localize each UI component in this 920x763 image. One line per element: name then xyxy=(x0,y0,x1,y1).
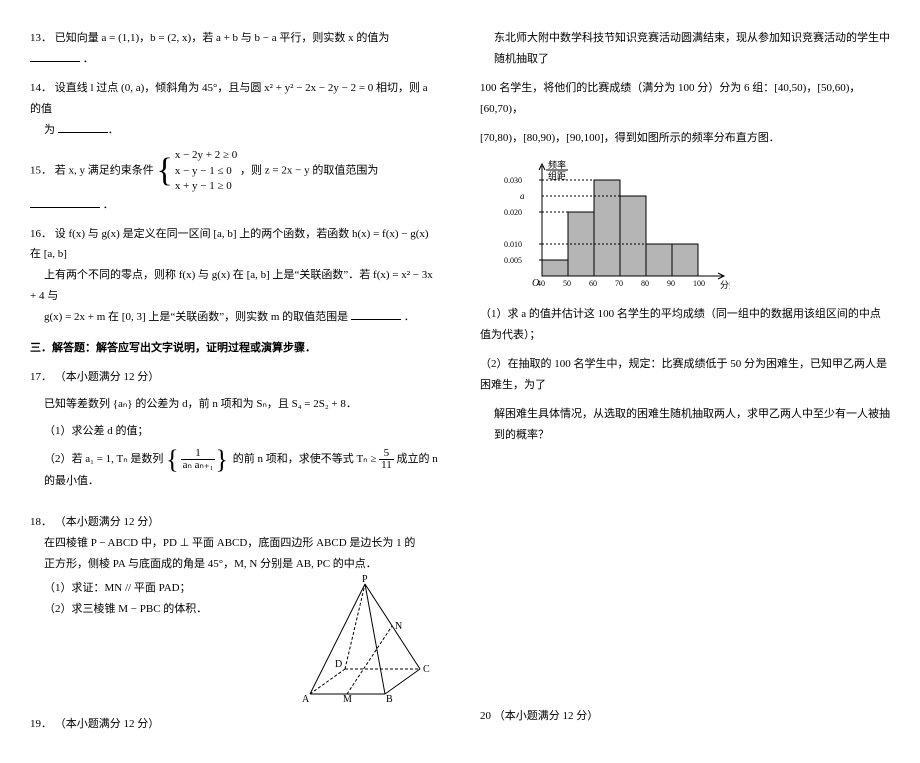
q14: 14． 设直线 l 过点 (0, a)，倾斜角为 45°，且与圆 x² + y²… xyxy=(30,78,440,141)
q19-num: 19． xyxy=(30,718,52,730)
q17: 17． （本小题满分 12 分） 已知等差数列 {aₙ} 的公差为 d，前 n … xyxy=(30,367,440,492)
r-s2: （2）在抽取的 100 名学生中，规定：比赛成绩低于 50 分为困难生，已知甲乙… xyxy=(480,354,890,396)
q17-s1: （1）求公差 d 的值； xyxy=(44,421,440,442)
q17-frac1-top: 1 xyxy=(181,448,216,460)
q18-l1: 在四棱锥 P − ABCD 中，PD ⊥ 平面 ABCD，底面四边形 ABCD … xyxy=(44,533,440,554)
svg-text:100: 100 xyxy=(693,279,705,288)
q17-s2: （2）若 a₁ = 1, Tₙ 是数列 { 1 aₙ aₙ₊₁ } 的前 n 项… xyxy=(44,448,440,492)
histogram: 频率组距分数O4050607080901000.0050.0100.0200.0… xyxy=(500,156,890,296)
q19: 19． （本小题满分 12 分） xyxy=(30,714,440,735)
q14-num: 14． xyxy=(30,82,52,94)
q18-pts: （本小题满分 12 分） xyxy=(55,516,160,528)
svg-text:80: 80 xyxy=(641,279,649,288)
lbl-P: P xyxy=(362,574,368,585)
q17-frac2-top: 5 xyxy=(379,448,394,460)
r-intro3: [70,80)，[80,90)，[90,100]，得到如图所示的频率分布直方图． xyxy=(480,128,890,149)
q15-c1: x − 2y + 2 ≥ 0 xyxy=(175,149,237,161)
pyramid-figure: P A B C D M N xyxy=(290,574,440,704)
svg-text:分数: 分数 xyxy=(720,279,730,290)
r-intro1: 东北师大附中数学科技节知识竞赛活动圆满结束，现从参加知识竞赛活动的学生中随机抽取… xyxy=(494,28,890,70)
q15-blank xyxy=(30,196,100,208)
r-intro2: 100 名学生，将他们的比赛成绩（满分为 100 分）分为 6 组：[40,50… xyxy=(480,78,890,120)
r-s1: （1）求 a 的值并估计这 100 名学生的平均成绩（同一组中的数据用该组区间的… xyxy=(480,304,890,346)
q16-l3: g(x) = 2x + m 在 [0, 3] 上是“关联函数”，则实数 m 的取… xyxy=(44,311,348,323)
q13-text: 已知向量 a = (1,1)，b = (2, x)，若 a + b 与 b − … xyxy=(55,32,390,44)
q18-s2: （2）求三棱锥 M − PBC 的体积． xyxy=(44,599,290,620)
q15-c2: x − y − 1 ≤ 0 xyxy=(175,165,232,177)
lbl-C: C xyxy=(423,664,430,675)
q20-num: 20 xyxy=(480,710,491,722)
svg-text:0.010: 0.010 xyxy=(504,240,522,249)
lbl-N: N xyxy=(395,621,402,632)
r-s2b: 解困难生具体情况，从选取的困难生随机抽取两人，求甲乙两人中至少有一人被抽到的概率… xyxy=(494,404,890,446)
svg-text:0.005: 0.005 xyxy=(504,256,522,265)
section3-title: 三．解答题：解答应写出文字说明，证明过程或演算步骤． xyxy=(30,338,440,359)
q18-s1: （1）求证：MN // 平面 PAD； xyxy=(44,578,290,599)
q14-line2: 为 xyxy=(44,124,55,136)
q17-pts: （本小题满分 12 分） xyxy=(55,371,160,383)
svg-text:0.020: 0.020 xyxy=(504,208,522,217)
q20-pts: （本小题满分 12 分） xyxy=(494,710,599,722)
q15-c3: x + y − 1 ≥ 0 xyxy=(175,180,232,192)
q18-l2: 正方形，侧棱 PA 与底面成的角是 45°，M, N 分别是 AB, PC 的中… xyxy=(44,554,440,575)
q13-num: 13． xyxy=(30,32,52,44)
q17-s2b: 的前 n 项和，求使不等式 Tₙ ≥ xyxy=(233,453,377,465)
q16-blank xyxy=(351,308,401,320)
svg-text:a: a xyxy=(520,191,525,201)
right-column: 东北师大附中数学科技节知识竞赛活动圆满结束，现从参加知识竞赛活动的学生中随机抽取… xyxy=(480,20,890,743)
svg-text:组距: 组距 xyxy=(548,170,566,181)
q16: 16． 设 f(x) 与 g(x) 是定义在同一区间 [a, b] 上的两个函数… xyxy=(30,224,440,328)
q17-frac2-bot: 11 xyxy=(379,460,394,471)
lbl-A: A xyxy=(302,694,310,704)
lbl-B: B xyxy=(386,694,393,704)
svg-text:90: 90 xyxy=(667,279,675,288)
q15: 15． 若 x, y 满足约束条件 { x − 2y + 2 ≥ 0 x − y… xyxy=(30,148,440,215)
r-s2a: （2）在抽取的 100 名学生中，规定：比赛成绩低于 50 分为困难生，已知甲乙… xyxy=(480,358,887,391)
svg-text:50: 50 xyxy=(563,279,571,288)
svg-text:70: 70 xyxy=(615,279,623,288)
q17-frac1-bot: aₙ aₙ₊₁ xyxy=(181,460,216,471)
q13-blank xyxy=(30,50,80,62)
svg-text:频率: 频率 xyxy=(548,159,566,170)
q13-tail: ． xyxy=(83,53,94,65)
q16-num: 16． xyxy=(30,228,52,240)
q18: 18． （本小题满分 12 分） 在四棱锥 P − ABCD 中，PD ⊥ 平面… xyxy=(30,512,440,705)
q14-text: 设直线 l 过点 (0, a)，倾斜角为 45°，且与圆 x² + y² − 2… xyxy=(30,82,428,115)
q13: 13． 已知向量 a = (1,1)，b = (2, x)，若 a + b 与 … xyxy=(30,28,440,70)
q14-blank xyxy=(58,121,108,133)
q15-tail: ． xyxy=(103,199,114,211)
left-column: 13． 已知向量 a = (1,1)，b = (2, x)，若 a + b 与 … xyxy=(30,20,440,743)
lbl-D: D xyxy=(335,659,342,670)
q15-num: 15． xyxy=(30,165,52,177)
q17-s2a: （2）若 a₁ = 1, Tₙ 是数列 xyxy=(44,453,163,465)
q17-intro: 已知等差数列 {aₙ} 的公差为 d，前 n 项和为 Sₙ，且 S₄ = 2S₂… xyxy=(44,394,440,415)
q16-tail: ． xyxy=(404,311,415,323)
q16-l1: 设 f(x) 与 g(x) 是定义在同一区间 [a, b] 上的两个函数，若函数… xyxy=(30,228,429,261)
q19-pts: （本小题满分 12 分） xyxy=(55,718,160,730)
q17-num: 17． xyxy=(30,371,52,383)
q18-num: 18． xyxy=(30,516,52,528)
q15-prefix: 若 x, y 满足约束条件 xyxy=(55,165,154,177)
lbl-M: M xyxy=(343,694,352,704)
q15-mid: ，则 z = 2x − y 的取值范围为 xyxy=(240,165,378,177)
q16-l2: 上有两个不同的零点，则称 f(x) 与 g(x) 在 [a, b] 上是“关联函… xyxy=(30,269,433,302)
svg-text:0.030: 0.030 xyxy=(504,176,522,185)
q15-brace: { x − 2y + 2 ≥ 0 x − y − 1 ≤ 0 x + y − 1… xyxy=(157,148,238,194)
svg-text:40: 40 xyxy=(537,279,545,288)
q20: 20 （本小题满分 12 分） xyxy=(480,706,890,727)
svg-text:60: 60 xyxy=(589,279,597,288)
